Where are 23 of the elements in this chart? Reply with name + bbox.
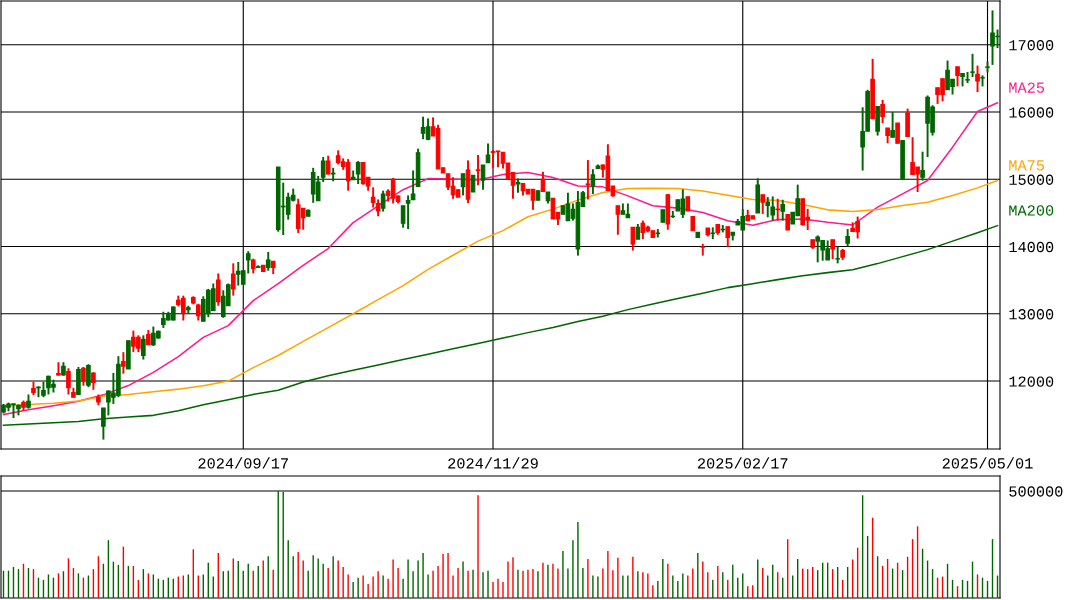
x-tick-label: 2025/02/17 (697, 457, 788, 469)
series-label: MA25 (1009, 82, 1045, 93)
x-tick-label: 2024/09/17 (198, 457, 288, 469)
candlestick (835, 245, 840, 265)
y-tick-label: 12000 (1009, 376, 1054, 387)
candlestick (550, 197, 556, 220)
y-tick-label: 13000 (1009, 309, 1054, 320)
candlestick (710, 226, 716, 241)
line-series (2, 102, 999, 416)
y-tick-label: 500000 (1009, 486, 1063, 497)
x-tick-label: 2025/05/01 (942, 457, 1033, 469)
series-label: MA75 (1009, 160, 1045, 171)
candlestick (700, 242, 706, 257)
series-label: MA200 (1009, 205, 1054, 216)
y-tick-label: 17000 (1009, 40, 1054, 51)
candlestick (470, 174, 476, 194)
x-tick-label: 2024/11/29 (448, 457, 538, 469)
y-tick-label: 15000 (1009, 174, 1054, 185)
candlestick (56, 361, 61, 377)
candlestick (655, 228, 661, 239)
y-tick-label: 16000 (1009, 107, 1054, 118)
candlestick (975, 64, 980, 94)
y-tick-label: 14000 (1009, 241, 1054, 253)
